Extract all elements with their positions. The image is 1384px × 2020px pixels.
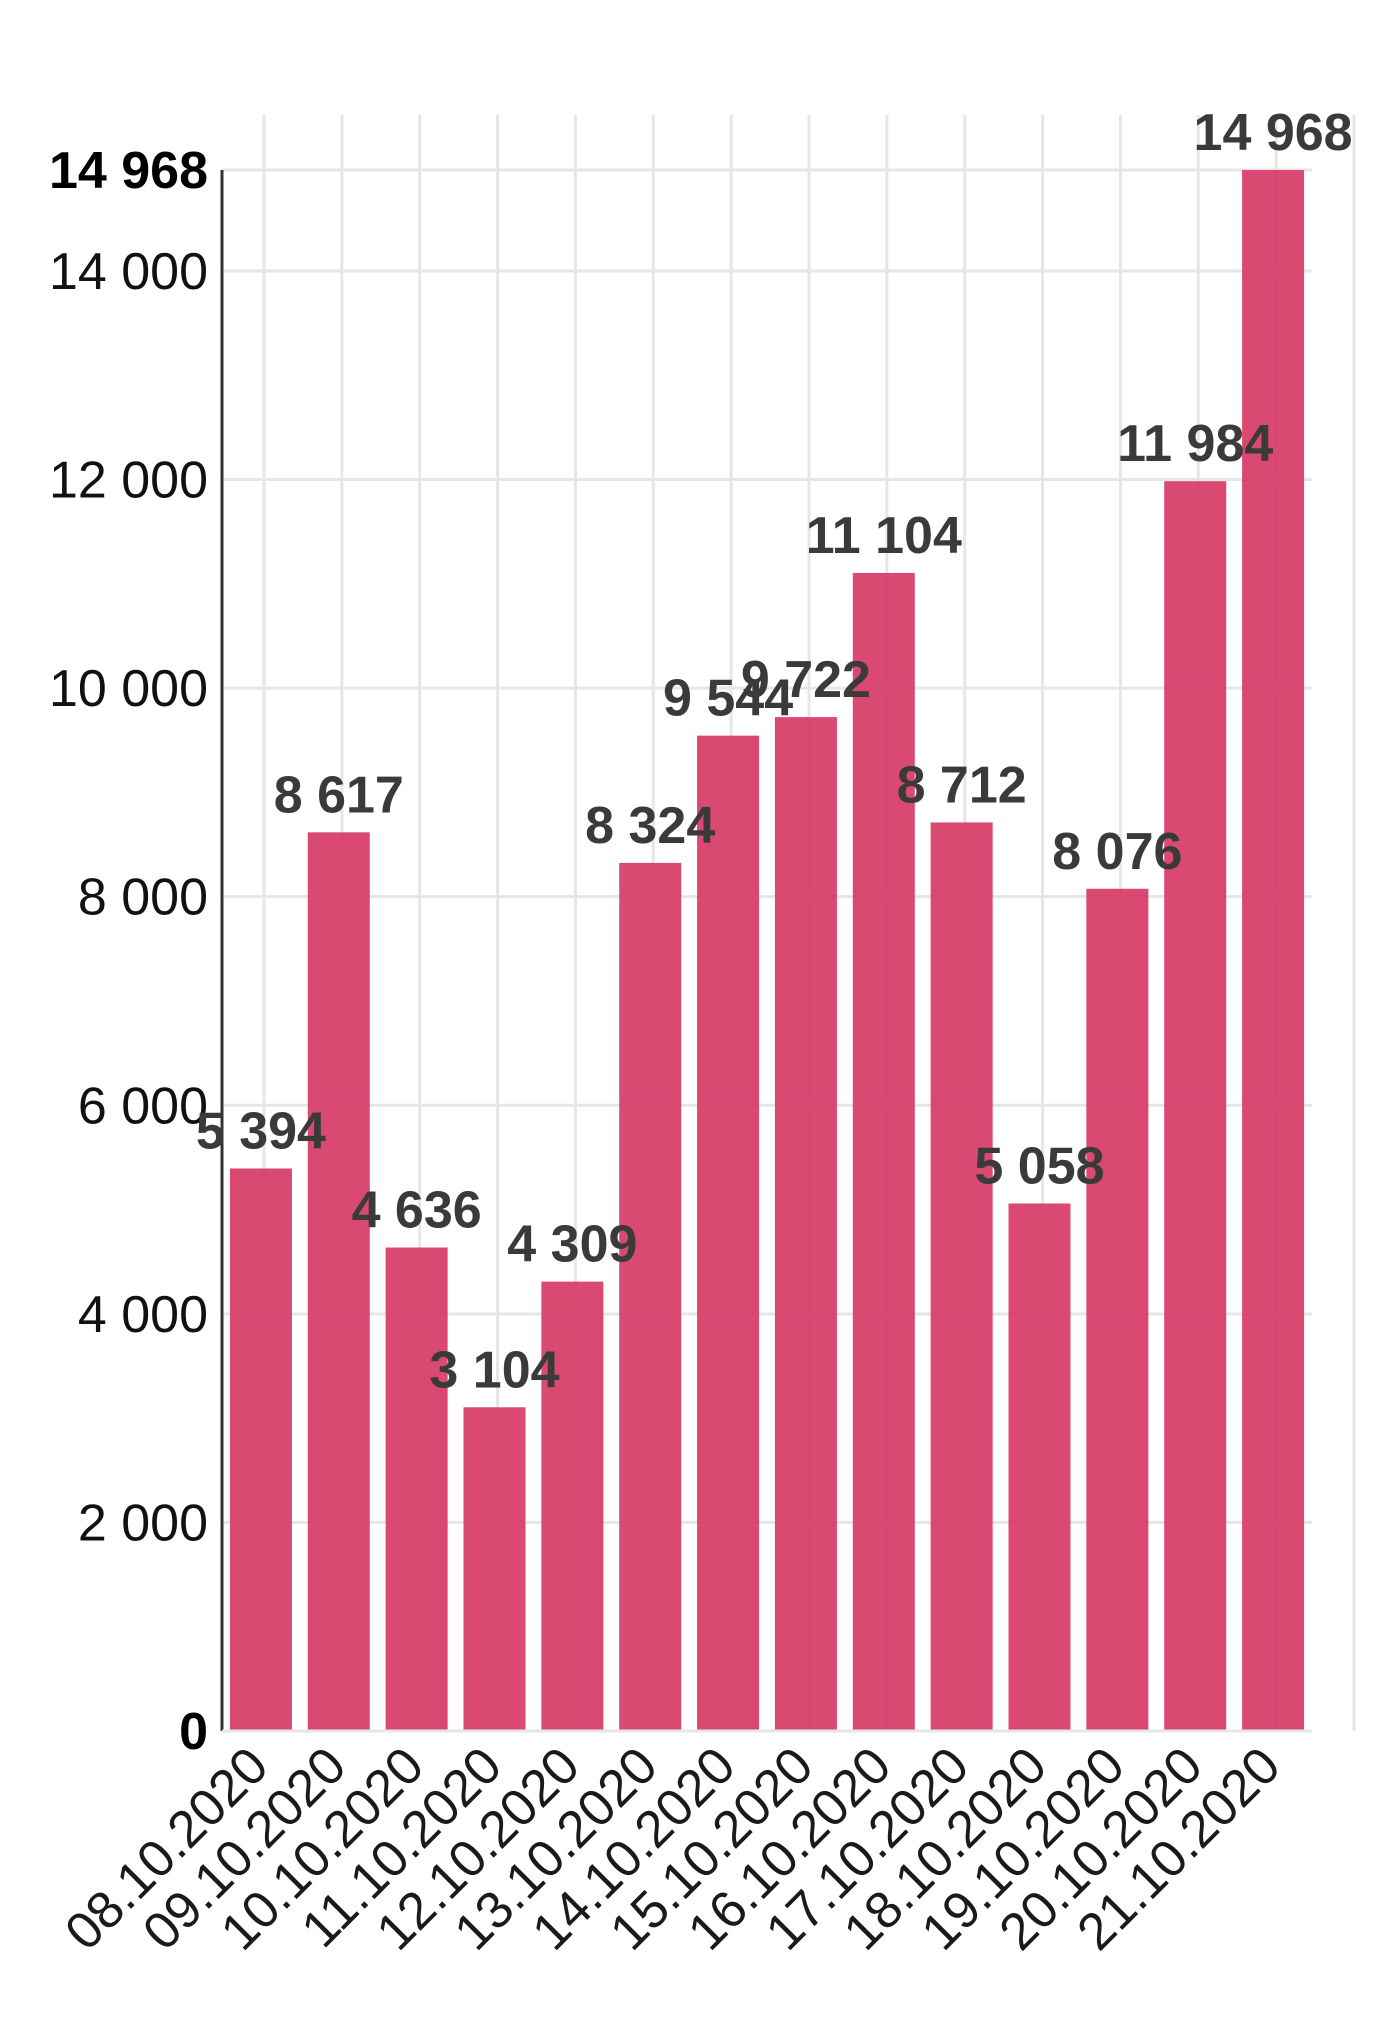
- bar-17.10.2020: [930, 822, 993, 1731]
- bar-14.10.2020: [697, 735, 760, 1731]
- bar-10.10.2020: [385, 1247, 448, 1731]
- y-tick-label: 2 000: [78, 1494, 208, 1552]
- bar-13.10.2020: [619, 862, 682, 1731]
- data-label: 11 104: [806, 507, 962, 565]
- bar-11.10.2020: [463, 1407, 526, 1731]
- bars: [229, 170, 1305, 1731]
- data-label: 3 104: [429, 1341, 559, 1399]
- y-tick-label: 0: [179, 1703, 208, 1761]
- data-label: 4 636: [352, 1182, 482, 1240]
- bar-19.10.2020: [1086, 888, 1149, 1731]
- bar-20.10.2020: [1164, 481, 1227, 1731]
- y-tick-label: 14 000: [49, 243, 208, 301]
- x-tick-labels: 08.10.202009.10.202010.10.202011.10.2020…: [54, 1736, 1291, 1961]
- data-label: 9 722: [741, 651, 871, 709]
- data-label: 9 544: [663, 670, 793, 728]
- bar-09.10.2020: [307, 832, 370, 1731]
- header-edge: [0, 0, 1384, 6]
- data-label: 8 712: [897, 756, 1027, 814]
- bar-16.10.2020: [852, 572, 915, 1731]
- y-tick-labels: 0 2 000 4 000 6 000 8 000 10 000 12 000 14 000 1…: [49, 142, 208, 1761]
- bar-15.10.2020: [774, 717, 837, 1731]
- data-label: 5 394: [196, 1102, 326, 1160]
- data-label: 5 058: [974, 1138, 1104, 1196]
- y-tick-label: 6 000: [78, 1077, 208, 1135]
- data-label: 8 324: [585, 797, 715, 855]
- bar-08.10.2020: [229, 1168, 292, 1731]
- bar-18.10.2020: [1008, 1203, 1071, 1731]
- y-tick-label: 10 000: [49, 660, 208, 718]
- y-tick-label: 4 000: [78, 1286, 208, 1344]
- data-label: 4 309: [507, 1216, 637, 1274]
- bar-21.10.2020: [1242, 170, 1305, 1731]
- y-tick-label: 8 000: [78, 869, 208, 927]
- data-label: 11 984: [1117, 415, 1273, 473]
- data-label: 8 076: [1052, 823, 1182, 881]
- bar-12.10.2020: [541, 1281, 604, 1731]
- data-label: 14 968: [1194, 104, 1353, 162]
- y-tick-label: 12 000: [49, 452, 208, 510]
- data-label: 8 617: [274, 766, 404, 824]
- y-tick-label: 14 968: [49, 142, 208, 200]
